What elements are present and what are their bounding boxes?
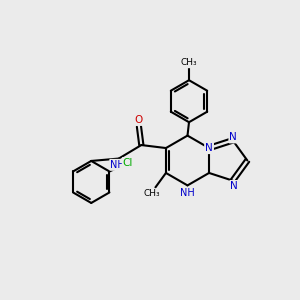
- Text: Cl: Cl: [123, 158, 133, 168]
- Text: O: O: [135, 115, 143, 125]
- Text: NH: NH: [179, 188, 194, 199]
- Text: N: N: [230, 181, 238, 191]
- Text: CH₃: CH₃: [181, 58, 197, 67]
- Text: N: N: [230, 132, 237, 142]
- Text: CH₃: CH₃: [143, 190, 160, 199]
- Text: N: N: [205, 143, 213, 153]
- Text: NH: NH: [110, 160, 125, 170]
